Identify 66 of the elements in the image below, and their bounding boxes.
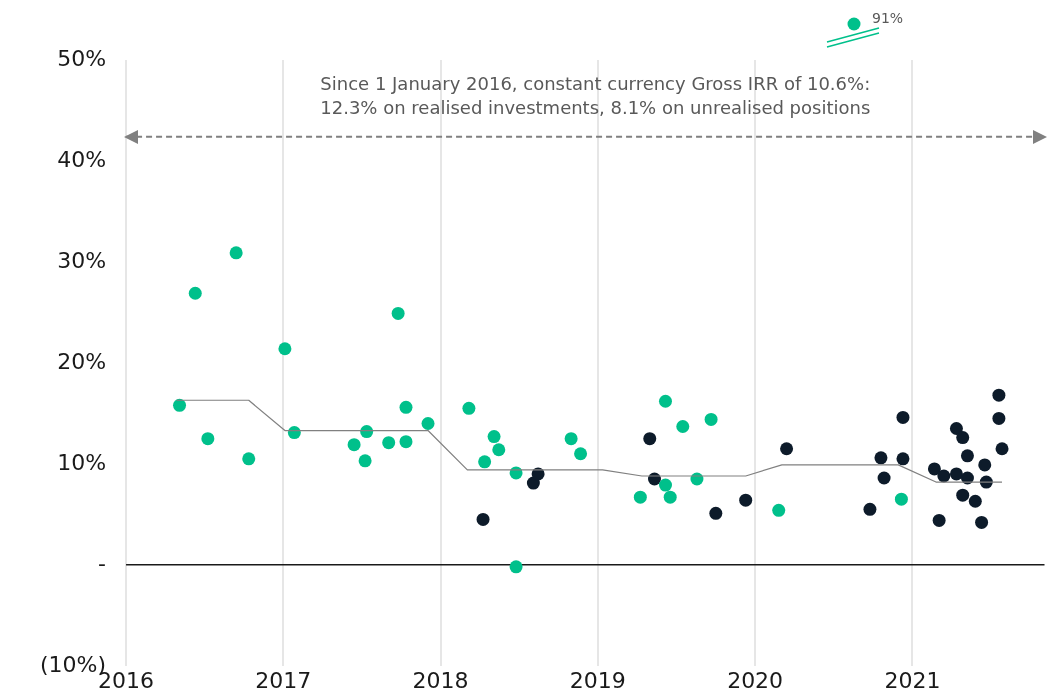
point — [188, 286, 202, 300]
x-tick-label: 2018 — [412, 667, 469, 693]
point — [391, 306, 405, 320]
point — [358, 454, 372, 468]
point — [574, 447, 588, 461]
point — [780, 442, 794, 456]
point — [287, 426, 301, 440]
point — [421, 416, 435, 430]
x-tick-label: 2021 — [884, 667, 941, 693]
point — [676, 420, 690, 434]
point — [704, 412, 718, 426]
point — [173, 398, 187, 412]
point — [564, 432, 578, 446]
point — [937, 469, 951, 483]
y-tick-label: - — [98, 550, 107, 576]
point — [932, 513, 946, 527]
y-tick-label: 40% — [57, 146, 107, 172]
point — [968, 494, 982, 508]
point — [462, 401, 476, 415]
point — [399, 435, 413, 449]
point — [896, 410, 910, 424]
point — [995, 442, 1009, 456]
point — [960, 449, 974, 463]
point — [278, 342, 292, 356]
point — [476, 512, 490, 526]
annotation: Since 1 January 2016, constant currency Gross IRR of 10.6%: 12.3% on realised investments, 8.1% on unrealised positions — [320, 73, 871, 119]
y-tick-label: 10% — [57, 449, 107, 475]
point — [242, 452, 256, 466]
point — [347, 438, 361, 452]
point — [896, 452, 910, 466]
point — [874, 451, 888, 465]
point — [992, 388, 1006, 402]
point — [643, 432, 657, 446]
point — [709, 506, 723, 520]
y-tick-label: 50% — [57, 45, 107, 71]
point — [978, 458, 992, 472]
point — [478, 455, 492, 469]
point — [509, 560, 523, 574]
point — [658, 394, 672, 408]
y-tick-label: 30% — [57, 247, 107, 273]
point — [772, 503, 786, 517]
point — [739, 493, 753, 507]
x-tick-label: 2020 — [727, 667, 784, 693]
point — [975, 515, 989, 529]
point — [956, 488, 970, 502]
point — [382, 436, 396, 450]
x-tick-label: 2019 — [569, 667, 626, 693]
point — [633, 490, 647, 504]
point — [992, 411, 1006, 425]
point — [863, 502, 877, 516]
point — [927, 462, 941, 476]
x-tick-label: 2017 — [255, 667, 312, 693]
point — [663, 490, 677, 504]
text: 91% — [872, 9, 904, 26]
point — [956, 431, 970, 445]
point — [949, 422, 963, 436]
y-tick-label: 20% — [57, 348, 107, 374]
point — [487, 430, 501, 444]
point — [658, 478, 672, 492]
point — [201, 432, 215, 446]
point — [894, 492, 908, 506]
point — [492, 443, 506, 457]
point — [399, 400, 413, 414]
point — [877, 471, 891, 485]
point — [949, 467, 963, 481]
point — [229, 246, 243, 260]
